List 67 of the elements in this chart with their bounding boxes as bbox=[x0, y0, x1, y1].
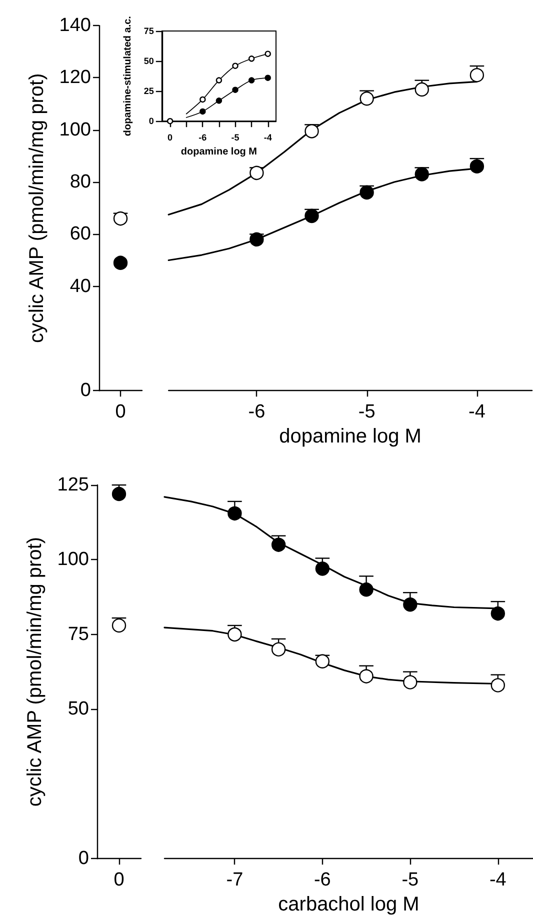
point bbox=[232, 86, 238, 93]
point bbox=[403, 597, 418, 612]
x-tick-label: 0 bbox=[168, 132, 173, 143]
point bbox=[271, 538, 286, 552]
x-tick-label: -4 bbox=[264, 132, 272, 143]
x-tick-label: -6 bbox=[248, 402, 266, 423]
x-tick-label: -7 bbox=[226, 870, 244, 891]
y-tick-label: 120 bbox=[59, 67, 91, 88]
point bbox=[248, 77, 255, 84]
point bbox=[216, 77, 222, 84]
point bbox=[271, 642, 286, 656]
point bbox=[359, 582, 374, 597]
y-axis-title: dopamine-stimulated a.c. bbox=[122, 16, 134, 136]
point bbox=[250, 166, 264, 180]
y-tick-label: 50 bbox=[144, 56, 154, 66]
y-tick-label: 80 bbox=[70, 172, 91, 193]
x-tick-label: -6 bbox=[314, 870, 331, 891]
x-tick-label: -5 bbox=[402, 870, 419, 891]
point bbox=[360, 92, 374, 106]
point bbox=[403, 675, 418, 690]
point bbox=[304, 208, 319, 224]
point bbox=[166, 118, 174, 124]
point bbox=[490, 678, 506, 692]
point bbox=[200, 96, 206, 103]
x-tick-label: -4 bbox=[489, 870, 507, 891]
point bbox=[250, 232, 264, 246]
y-tick-label: 125 bbox=[57, 474, 89, 496]
point bbox=[360, 185, 374, 200]
x-tick-label: 0 bbox=[115, 402, 126, 423]
point bbox=[414, 167, 429, 182]
x-tick-label: -5 bbox=[358, 402, 376, 423]
point bbox=[490, 606, 506, 621]
y-tick-label: 50 bbox=[68, 698, 89, 720]
y-axis-title: cyclic AMP (pmol/min/mg prot) bbox=[26, 73, 48, 343]
y-tick-label: 75 bbox=[68, 624, 89, 645]
point bbox=[315, 654, 330, 668]
point bbox=[470, 68, 484, 82]
x-tick-label: 0 bbox=[114, 870, 124, 891]
x-axis-title: dopamine log M bbox=[279, 426, 422, 448]
point bbox=[228, 506, 242, 520]
point bbox=[315, 562, 330, 576]
point bbox=[232, 62, 238, 69]
point bbox=[304, 124, 319, 138]
y-axis-title: cyclic AMP (pmol/min/mg prot) bbox=[24, 536, 46, 807]
y-tick-label: 0 bbox=[148, 116, 154, 126]
x-axis-title: dopamine log M bbox=[180, 146, 258, 158]
point bbox=[359, 669, 374, 684]
y-tick-label: 75 bbox=[144, 26, 154, 36]
point bbox=[228, 627, 242, 642]
y-tick-label: 140 bbox=[59, 15, 91, 36]
y-tick-label: 60 bbox=[70, 224, 91, 245]
y-tick-label: 0 bbox=[80, 380, 91, 402]
point bbox=[414, 82, 429, 97]
point bbox=[200, 108, 206, 115]
y-tick-label: 25 bbox=[144, 86, 154, 96]
point bbox=[216, 98, 222, 104]
y-tick-label: 40 bbox=[70, 276, 91, 297]
x-tick-label: -4 bbox=[468, 402, 486, 423]
x-tick-label: -5 bbox=[231, 132, 240, 143]
y-tick-label: 100 bbox=[57, 549, 89, 570]
x-axis-title: carbachol log M bbox=[278, 894, 420, 916]
x-tick-label: -6 bbox=[198, 132, 207, 143]
point bbox=[264, 50, 271, 57]
y-tick-label: 0 bbox=[78, 848, 89, 870]
point bbox=[264, 74, 271, 81]
point bbox=[248, 56, 255, 62]
y-tick-label: 100 bbox=[59, 119, 91, 140]
